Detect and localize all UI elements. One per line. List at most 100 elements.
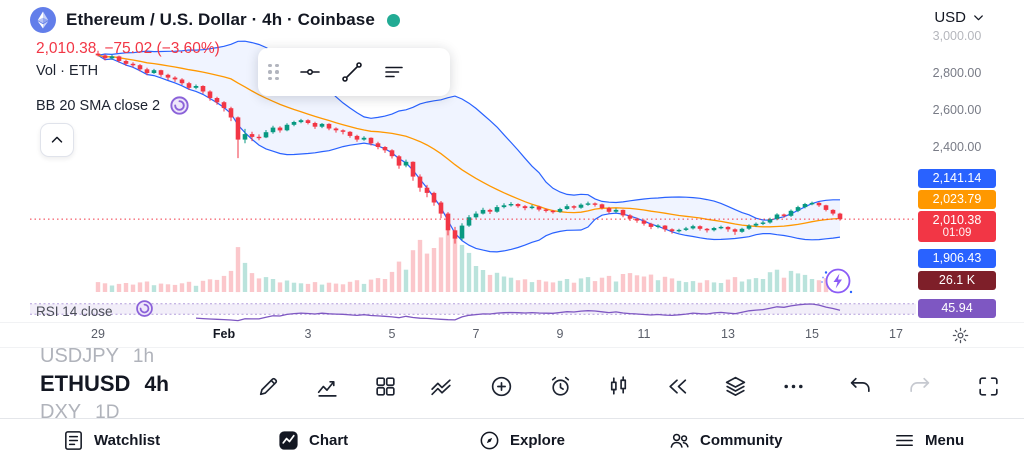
bb-pulse-icon — [168, 94, 191, 117]
badge-countdown: 01:09 — [942, 227, 972, 240]
nav-label: Explore — [510, 432, 566, 449]
symbol-header[interactable]: Ethereum / U.S. Dollar · 4h · Coinbase — [30, 7, 400, 33]
symbol-picker-item-dxy[interactable]: DXY 1D — [40, 401, 119, 424]
line-list-tool-button[interactable] — [373, 53, 415, 91]
horizontal-line-icon — [298, 60, 322, 84]
chevron-up-icon — [48, 131, 66, 149]
gear-icon — [951, 326, 970, 345]
price-change: −75.02 (−3.60%) — [104, 40, 220, 57]
bar-style-button[interactable] — [599, 367, 637, 405]
undo-button[interactable] — [841, 367, 879, 405]
rsi-indicator-label[interactable]: RSI 14 close — [36, 304, 113, 319]
explore-icon — [478, 429, 501, 452]
alert-button[interactable] — [541, 367, 579, 405]
time-axis-label: 9 — [556, 327, 564, 341]
more-icon — [781, 374, 806, 399]
layout-grid-button[interactable] — [366, 367, 404, 405]
bb-lower-badge: 1,906.43 — [918, 249, 996, 268]
horizontal-line-tool-button[interactable] — [289, 53, 331, 91]
chart-settings-button[interactable] — [948, 323, 972, 347]
bb-basis-badge: 2,023.79 — [918, 190, 996, 209]
layers-icon — [723, 374, 748, 399]
layout-grid-icon — [373, 374, 398, 399]
time-axis-label: 11 — [637, 327, 651, 341]
symbol-picker-item-ethusd[interactable]: ETHUSD 4h — [40, 371, 169, 397]
currency-value: USD — [934, 9, 966, 26]
nav-item-community[interactable]: Community — [668, 419, 783, 461]
currency-selector[interactable]: USD — [934, 9, 986, 26]
symbol-title: Ethereum / U.S. Dollar · 4h · Coinbase — [66, 10, 375, 29]
zigzag-button[interactable] — [422, 367, 460, 405]
redo-button[interactable] — [900, 367, 938, 405]
picker-timeframe: 1D — [95, 402, 120, 423]
eth-logo-icon — [30, 7, 56, 33]
price-axis-label: 2,600.00 — [932, 103, 982, 117]
drag-handle[interactable] — [268, 63, 279, 81]
time-axis-label: 13 — [721, 327, 735, 341]
rsi-badge: 45.94 — [918, 299, 996, 318]
volume-badge: 26.1 K — [918, 271, 996, 290]
symbol-picker-item-usdjpy[interactable]: USDJPY 1h — [40, 345, 154, 368]
bb-upper-badge: 2,141.14 — [918, 169, 996, 188]
badge-value: 2,141.14 — [932, 171, 982, 186]
picker-symbol: DXY — [40, 401, 82, 423]
badge-value: 45.94 — [941, 301, 973, 316]
nav-label: Menu — [925, 432, 965, 449]
collapse-legend-button[interactable] — [40, 123, 74, 157]
last-price-badge: 2,010.38 01:09 — [918, 211, 996, 242]
rsi-indicator-text: RSI 14 close — [36, 304, 113, 319]
price-axis-label: 2,400.00 — [932, 140, 982, 154]
bar-style-icon — [606, 374, 631, 399]
time-axis-label: 29 — [91, 327, 105, 341]
fullscreen-button[interactable] — [969, 367, 1007, 405]
badge-value: 2,010.38 — [932, 212, 982, 227]
badge-value: 1,906.43 — [932, 251, 982, 266]
bb-indicator-text: BB 20 SMA close 2 — [36, 97, 161, 114]
pencil-button[interactable] — [249, 367, 287, 405]
more-button[interactable] — [774, 367, 812, 405]
rsi-pulse-icon — [134, 298, 155, 319]
time-axis-label: 17 — [889, 327, 903, 341]
add-icon — [489, 374, 514, 399]
quote-row: 2,010.38 −75.02 (−3.60%) — [36, 40, 220, 58]
time-axis-label: 7 — [472, 327, 480, 341]
nav-item-menu[interactable]: Menu — [893, 419, 964, 461]
nav-item-watchlist[interactable]: Watchlist — [62, 419, 160, 461]
floating-drawing-toolbar — [258, 48, 450, 96]
nav-item-explore[interactable]: Explore — [478, 419, 565, 461]
nav-label: Watchlist — [94, 432, 161, 449]
picker-timeframe: 1h — [132, 346, 155, 367]
fullscreen-icon — [976, 374, 1001, 399]
time-axis-label: Feb — [212, 327, 236, 341]
time-axis[interactable]: 29 Feb 3 5 7 9 11 13 15 17 — [0, 322, 1024, 347]
nav-item-chart[interactable]: Chart — [277, 419, 348, 461]
lightning-marker-icon[interactable] — [818, 263, 854, 299]
trend-line-tool-button[interactable] — [331, 53, 373, 91]
badge-value: 2,023.79 — [932, 192, 982, 207]
volume-indicator-label[interactable]: Vol · ETH — [36, 63, 98, 79]
bottom-nav: Watchlist Chart Explore Community Menu — [0, 418, 1024, 461]
picker-symbol: ETHUSD — [40, 371, 131, 396]
alert-icon — [548, 374, 573, 399]
pencil-icon — [256, 374, 281, 399]
bb-indicator-label[interactable]: BB 20 SMA close 2 — [36, 94, 191, 117]
menu-icon — [893, 429, 916, 452]
last-price: 2,010.38 — [36, 40, 97, 57]
trend-line-icon — [340, 60, 364, 84]
zigzag-icon — [429, 374, 454, 399]
replay-icon — [665, 374, 690, 399]
add-button[interactable] — [482, 367, 520, 405]
nav-label: Community — [700, 432, 783, 449]
layers-button[interactable] — [716, 367, 754, 405]
undo-icon — [848, 374, 873, 399]
nav-label: Chart — [309, 432, 349, 449]
replay-button[interactable] — [658, 367, 696, 405]
time-axis-label: 5 — [388, 327, 396, 341]
chart-icon — [277, 429, 300, 452]
community-icon — [668, 429, 691, 452]
divider — [0, 347, 1024, 348]
indicators-button[interactable] — [308, 367, 346, 405]
indicators-icon — [315, 374, 340, 399]
chevron-down-icon — [971, 10, 986, 25]
